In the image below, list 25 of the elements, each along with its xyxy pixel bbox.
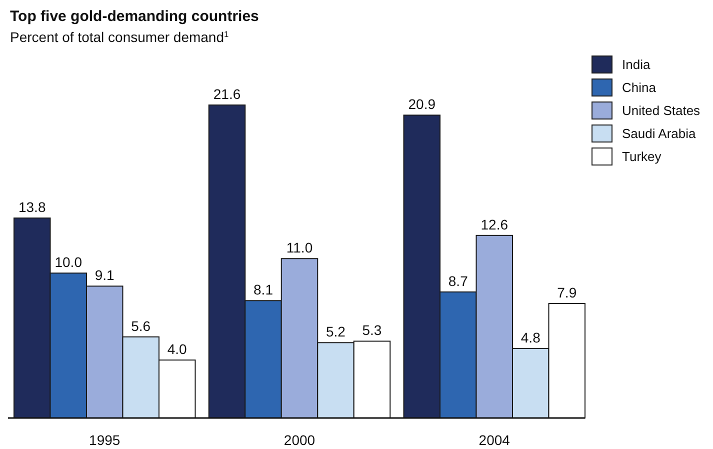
data-label: 11.0: [286, 240, 313, 256]
data-label: 10.0: [54, 254, 82, 270]
data-label: 13.8: [18, 199, 46, 216]
data-label: 12.6: [480, 216, 508, 232]
legend-label: United States: [622, 103, 701, 118]
data-label: 9.1: [94, 267, 115, 284]
data-label: 21.6: [213, 86, 241, 102]
x-tick-label: 2000: [284, 432, 316, 448]
data-label: 4.0: [167, 341, 188, 358]
x-tick-label: 2004: [478, 432, 510, 448]
chart-title: Top five gold-demanding countries: [10, 8, 259, 25]
data-label: 5.6: [131, 318, 151, 334]
legend-label: India: [622, 57, 651, 72]
data-label: 4.8: [520, 329, 541, 346]
data-label: 8.1: [254, 282, 274, 298]
legend-label: Saudi Arabia: [622, 126, 696, 141]
data-label: 20.9: [408, 96, 436, 112]
data-label: 7.9: [557, 284, 577, 301]
x-tick-label: 1995: [89, 432, 120, 448]
legend-label: Turkey: [622, 149, 662, 164]
data-label: 8.7: [448, 272, 468, 289]
legend-label: China: [622, 80, 657, 95]
data-label: 5.2: [326, 324, 346, 340]
chart-subtitle: Percent of total consumer demand$^{1}$: [10, 29, 230, 45]
data-label: 5.3: [362, 322, 382, 338]
